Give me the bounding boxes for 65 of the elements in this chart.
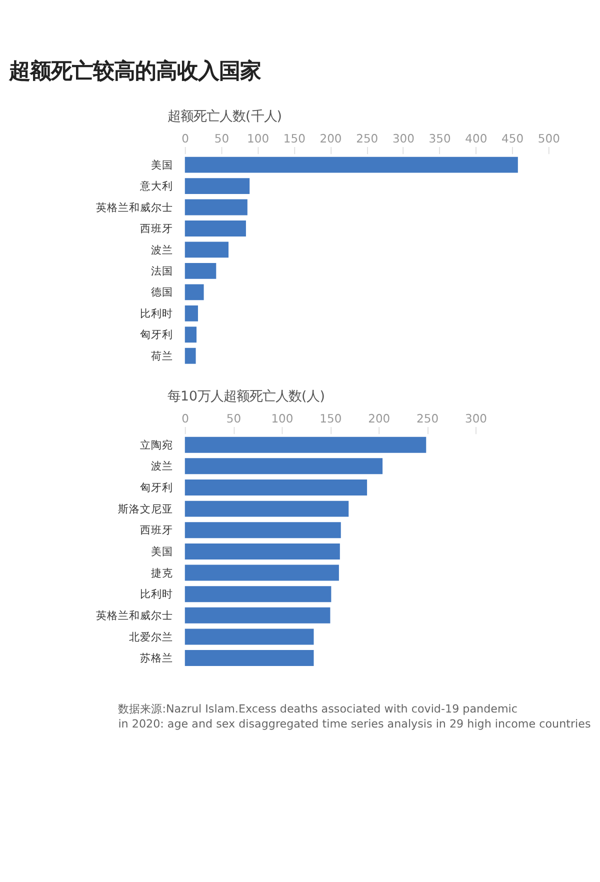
- y-tick-label: 荷兰: [150, 349, 173, 362]
- bar: [184, 305, 198, 322]
- x-tick-label: 50: [226, 412, 242, 426]
- y-tick-label: 立陶宛: [140, 438, 173, 452]
- x-tick-label: 150: [320, 412, 342, 426]
- x-tick-label: 200: [368, 412, 390, 426]
- y-tick-label: 西班牙: [140, 524, 173, 537]
- y-tick-label: 美国: [150, 545, 173, 558]
- x-tick-label: 150: [283, 132, 306, 146]
- y-tick-label: 法国: [150, 264, 173, 278]
- source-note: 数据来源:Nazrul Islam.Excess deaths associated with covid-19 pandemic: [118, 702, 518, 716]
- bar: [184, 628, 314, 645]
- x-tick-label: 50: [214, 132, 230, 146]
- bar: [184, 326, 197, 343]
- y-tick-label: 比利时: [140, 588, 173, 601]
- y-tick-label: 英格兰和威尔士: [96, 608, 173, 622]
- y-tick-label: 匈牙利: [140, 481, 173, 494]
- bar: [184, 156, 518, 173]
- y-tick-label: 德国: [150, 286, 173, 299]
- bar: [184, 220, 246, 236]
- x-tick-label: 300: [464, 412, 488, 426]
- x-tick-label: 400: [465, 132, 488, 146]
- x-tick-label: 0: [182, 132, 190, 146]
- bar: [184, 178, 250, 194]
- bar: [184, 480, 368, 496]
- bar: [184, 522, 341, 538]
- bar: [184, 242, 229, 258]
- y-tick-label: 斯洛文尼亚: [118, 502, 173, 516]
- text: in 2020: age and sex disaggregated time series analysis in 29 high income countries: [118, 717, 591, 730]
- x-tick-label: 250: [356, 132, 378, 146]
- chart-title: 超额死亡较高的高收入国家: [8, 59, 261, 84]
- x-tick-label: 300: [392, 132, 414, 146]
- y-tick-label: 英格兰和威尔士: [96, 200, 173, 214]
- x-axis-title: 每10万人超额死亡人数(人): [168, 388, 325, 404]
- x-tick-label: 350: [428, 132, 451, 146]
- y-tick-label: 美国: [150, 158, 173, 172]
- y-tick-label: 捷克: [150, 566, 173, 580]
- bar: [184, 348, 196, 364]
- x-tick-label: 450: [502, 132, 524, 146]
- bar: [184, 458, 383, 474]
- bar: [184, 650, 314, 666]
- bar: [184, 500, 349, 517]
- bar: [184, 436, 426, 453]
- y-tick-label: 北爱尔兰: [128, 630, 173, 644]
- x-tick-label: 100: [247, 132, 270, 146]
- bar: [184, 199, 248, 216]
- y-tick-label: 匈牙利: [140, 328, 173, 342]
- bar: [184, 543, 340, 560]
- y-tick-label: 西班牙: [140, 222, 173, 236]
- x-axis-title: 超额死亡人数(千人): [168, 108, 282, 124]
- x-tick-label: 100: [271, 412, 294, 426]
- x-tick-label: 250: [416, 412, 439, 426]
- x-tick-label: 0: [182, 412, 190, 426]
- x-tick-label: 500: [538, 132, 560, 146]
- x-tick-label: 200: [320, 132, 342, 146]
- bar: [184, 284, 204, 300]
- bar: [184, 564, 339, 581]
- y-tick-label: 苏格兰: [140, 652, 173, 665]
- y-tick-label: 比利时: [140, 306, 173, 320]
- bar: [184, 607, 330, 624]
- bar: [184, 586, 332, 602]
- y-tick-label: 波兰: [150, 460, 173, 473]
- bar: [184, 262, 216, 279]
- y-tick-label: 波兰: [150, 243, 173, 256]
- y-tick-label: 意大利: [138, 180, 173, 193]
